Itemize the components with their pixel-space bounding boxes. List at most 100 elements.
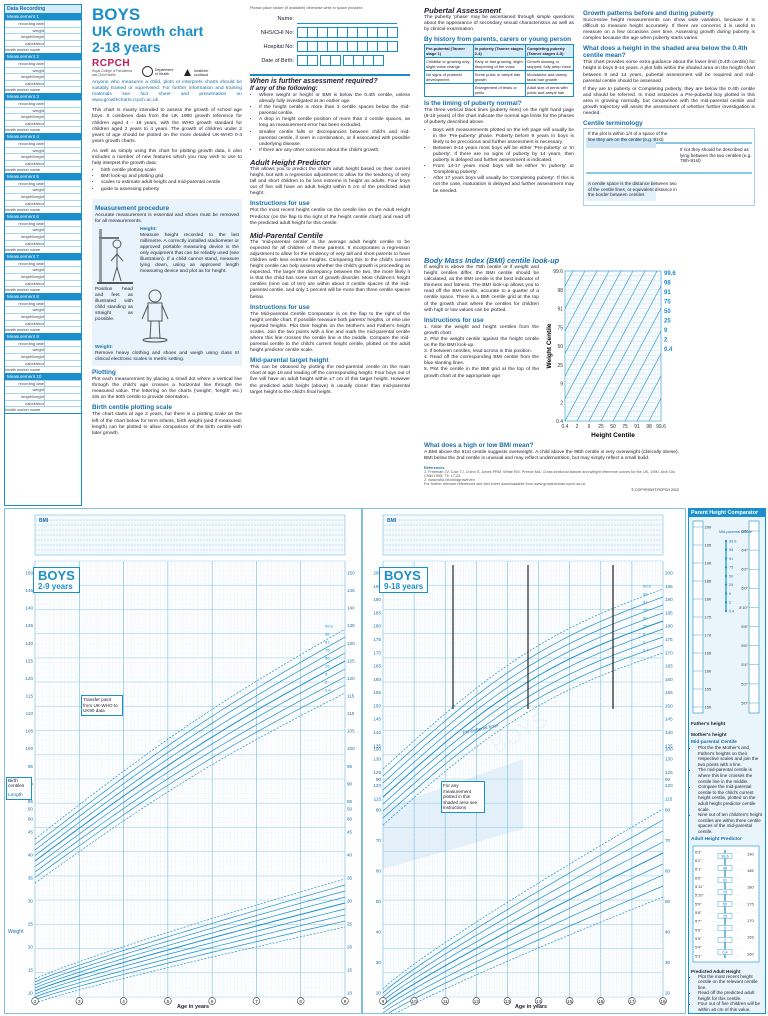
measurement-field-box[interactable] <box>44 280 79 287</box>
measurement-field[interactable]: length/height <box>5 352 81 360</box>
measurement-field[interactable]: calculation <box>5 79 81 87</box>
measurement-field[interactable]: recording date <box>5 219 81 227</box>
measurement-field-box[interactable] <box>44 100 79 107</box>
measurement-field-box[interactable] <box>44 260 79 267</box>
measurement-field-box[interactable] <box>44 194 79 200</box>
measurement-field-box[interactable] <box>44 313 79 320</box>
digit-box[interactable] <box>387 27 398 38</box>
measurement-field[interactable]: recording date <box>5 99 81 107</box>
measurement-field-box[interactable] <box>44 347 79 353</box>
measurement-field-box[interactable] <box>44 147 79 154</box>
measurement-field[interactable]: length/height <box>5 153 81 160</box>
measurement-field[interactable]: recording date <box>5 259 81 267</box>
measurement-field[interactable]: recording date <box>5 339 81 347</box>
measurement-field-box[interactable] <box>44 387 79 393</box>
measurement-field-box[interactable] <box>44 27 79 34</box>
measurement-field-box[interactable] <box>44 393 79 400</box>
measurement-field[interactable]: calculation <box>5 39 81 47</box>
measurement-field[interactable]: length/height <box>5 113 81 120</box>
measurement-field[interactable]: weight <box>5 106 81 114</box>
measurement-field-box[interactable] <box>44 274 79 280</box>
measurement-field-box[interactable] <box>44 227 79 234</box>
measurement-field-box[interactable] <box>44 220 79 227</box>
measurement-field[interactable]: health worker name <box>5 126 81 133</box>
measurement-field-box[interactable] <box>44 353 79 360</box>
measurement-field-box[interactable] <box>44 107 79 114</box>
form-field-boxes[interactable] <box>297 41 398 52</box>
digit-box[interactable] <box>330 55 341 66</box>
measurement-field-box[interactable] <box>44 67 79 74</box>
form-field[interactable]: Name: <box>250 14 410 24</box>
measurement-field[interactable]: calculation <box>5 159 81 167</box>
measurement-field[interactable]: weight <box>5 26 81 34</box>
measurement-field[interactable]: length/height <box>5 312 81 320</box>
measurement-field[interactable]: calculation <box>5 319 81 327</box>
digit-box[interactable] <box>387 41 398 52</box>
measurement-field[interactable]: recording date <box>5 299 81 307</box>
measurement-field-box[interactable] <box>44 187 79 194</box>
measurement-field[interactable]: health worker name <box>5 206 81 213</box>
measurement-field-box[interactable] <box>44 60 79 67</box>
measurement-field-box[interactable] <box>44 74 79 80</box>
measurement-field[interactable]: health worker name <box>5 366 81 373</box>
measurement-field-box[interactable] <box>44 240 79 247</box>
measurement-field[interactable]: calculation <box>5 239 81 247</box>
measurement-field[interactable]: recording date <box>5 179 81 187</box>
measurement-field-box[interactable] <box>44 300 79 307</box>
measurement-field[interactable]: length/height <box>5 392 81 400</box>
measurement-field[interactable]: health worker name <box>5 166 81 173</box>
measurement-field-box[interactable] <box>44 360 79 367</box>
measurement-field[interactable]: length/height <box>5 273 81 280</box>
measurement-field[interactable]: health worker name <box>5 286 81 293</box>
measurement-field-box[interactable] <box>44 40 79 47</box>
measurement-field[interactable]: length/height <box>5 233 81 240</box>
measurement-field-box[interactable] <box>44 200 79 207</box>
form-field-boxes[interactable] <box>297 55 384 66</box>
measurement-field[interactable]: health worker name <box>5 326 81 333</box>
form-field[interactable]: NHS/CHI No: <box>250 27 410 38</box>
measurement-field-box[interactable] <box>44 154 79 160</box>
measurement-field[interactable]: weight <box>5 226 81 234</box>
form-field[interactable]: Hospital No: <box>250 41 410 52</box>
measurement-field[interactable]: weight <box>5 386 81 393</box>
measurement-field-box[interactable] <box>44 114 79 120</box>
measurement-field[interactable]: health worker name <box>5 246 81 253</box>
digit-box[interactable] <box>373 55 384 66</box>
measurement-field-box[interactable] <box>44 380 79 387</box>
measurement-field[interactable]: weight <box>5 186 81 194</box>
form-field-boxes[interactable] <box>297 14 397 24</box>
measurement-field[interactable]: calculation <box>5 279 81 287</box>
measurement-field-box[interactable] <box>44 80 79 87</box>
measurement-field-box[interactable] <box>44 34 79 40</box>
measurement-field[interactable]: calculation <box>5 199 81 207</box>
measurement-field-box[interactable] <box>44 234 79 240</box>
name-line[interactable] <box>297 14 397 24</box>
measurement-field-box[interactable] <box>44 340 79 347</box>
measurement-field[interactable]: weight <box>5 66 81 74</box>
digit-box[interactable] <box>307 55 318 66</box>
measurement-field[interactable]: weight <box>5 146 81 154</box>
form-field[interactable]: Date of Birth: <box>250 55 410 66</box>
measurement-field[interactable]: recording date <box>5 139 81 147</box>
measurement-field[interactable]: length/height <box>5 73 81 80</box>
measurement-field[interactable]: weight <box>5 266 81 273</box>
measurement-field[interactable]: recording date <box>5 59 81 67</box>
measurement-field-box[interactable] <box>44 307 79 313</box>
measurement-field[interactable]: health worker name <box>5 86 81 93</box>
measurement-field-box[interactable] <box>44 267 79 273</box>
measurement-field[interactable]: weight <box>5 306 81 313</box>
measurement-field-box[interactable] <box>44 120 79 127</box>
measurement-field[interactable]: calculation <box>5 119 81 127</box>
measurement-field-box[interactable] <box>44 21 79 27</box>
measurement-field[interactable]: recording date <box>5 20 81 27</box>
measurement-field[interactable]: recording date <box>5 379 81 387</box>
measurement-field-box[interactable] <box>44 320 79 327</box>
measurement-field-box[interactable] <box>44 160 79 167</box>
measurement-field-box[interactable] <box>44 400 79 407</box>
measurement-field[interactable]: calculation <box>5 359 81 367</box>
measurement-field[interactable]: health worker name <box>5 406 81 413</box>
measurement-field[interactable]: health worker name <box>5 46 81 53</box>
form-field-boxes[interactable] <box>297 27 398 38</box>
measurement-field-box[interactable] <box>44 180 79 187</box>
measurement-field[interactable]: length/height <box>5 33 81 40</box>
